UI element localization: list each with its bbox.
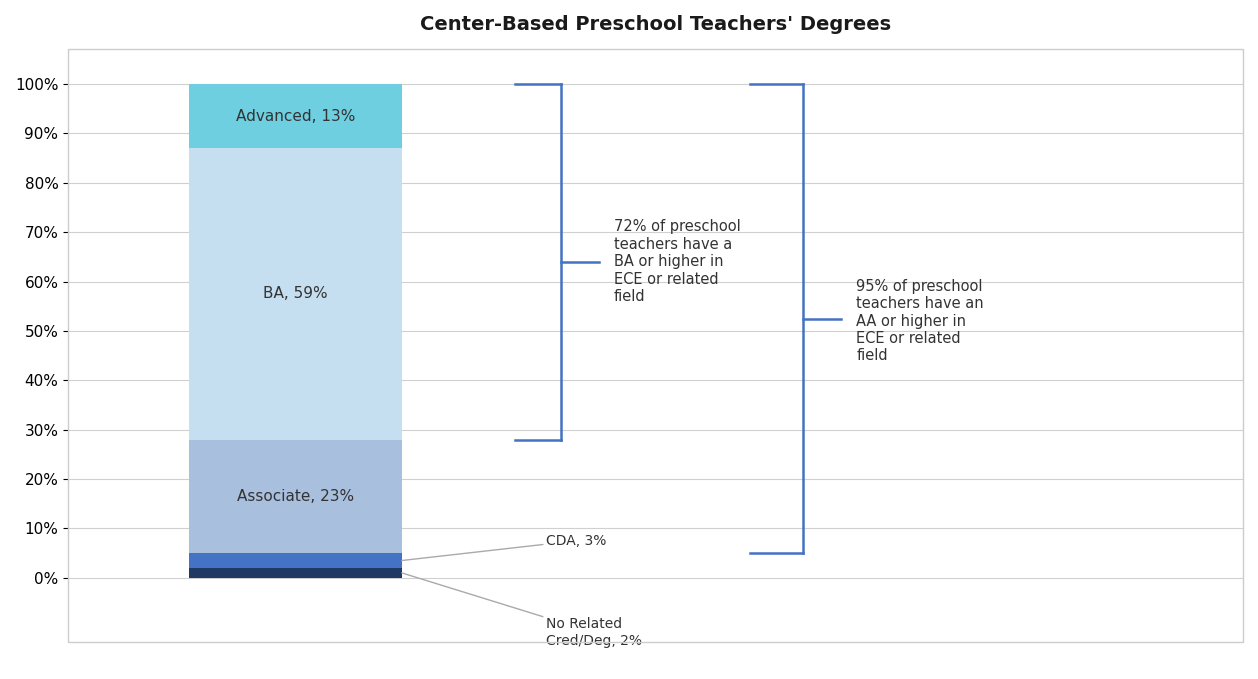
Text: Advanced, 13%: Advanced, 13% [237, 109, 355, 124]
Title: Center-Based Preschool Teachers' Degrees: Center-Based Preschool Teachers' Degrees [420, 15, 891, 34]
Text: 72% of preschool
teachers have a
BA or higher in
ECE or related
field: 72% of preschool teachers have a BA or h… [614, 219, 741, 304]
Text: Associate, 23%: Associate, 23% [237, 489, 355, 504]
Bar [190, 148, 401, 439]
Text: No Related
Cred/Deg, 2%: No Related Cred/Deg, 2% [401, 573, 642, 648]
Bar [190, 84, 401, 148]
Bar [190, 439, 401, 553]
Text: 95% of preschool
teachers have an
AA or higher in
ECE or related
field: 95% of preschool teachers have an AA or … [857, 279, 984, 363]
Bar [190, 568, 401, 578]
Bar [190, 553, 401, 568]
Text: CDA, 3%: CDA, 3% [401, 534, 606, 561]
Text: BA, 59%: BA, 59% [263, 287, 328, 301]
